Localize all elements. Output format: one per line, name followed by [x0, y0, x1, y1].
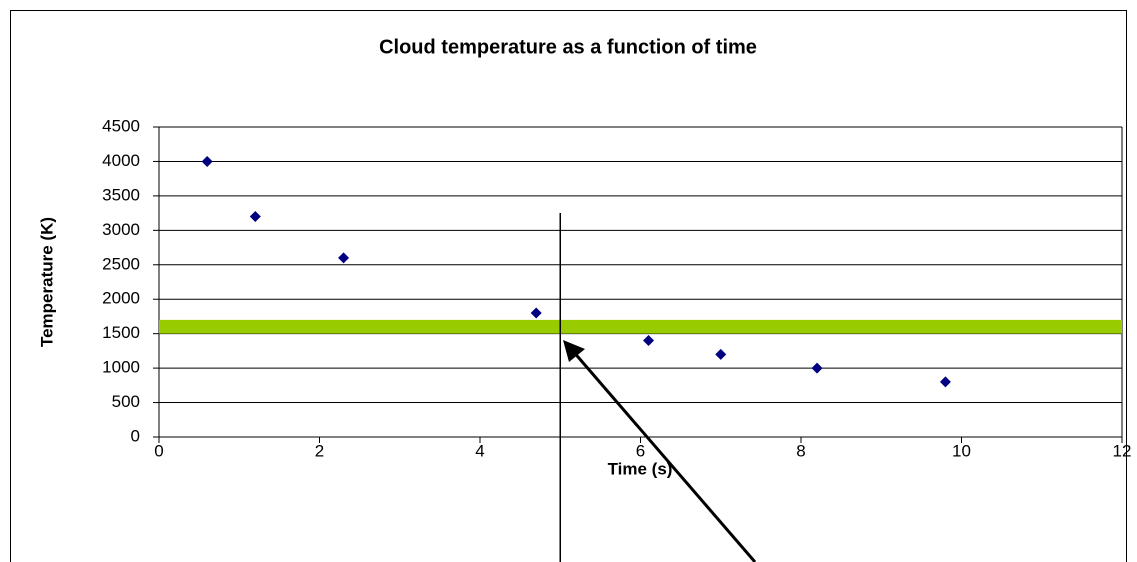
data-point — [249, 211, 261, 223]
y-tick-label: 3500 — [102, 185, 140, 204]
data-point — [338, 252, 350, 264]
y-tick-label: 3000 — [102, 220, 140, 239]
data-point — [715, 348, 727, 360]
y-tick-label: 0 — [131, 426, 140, 445]
chart-frame — [10, 10, 1127, 562]
chart-title: Cloud temperature as a function of time — [379, 36, 757, 58]
data-point — [811, 362, 823, 374]
y-tick-label: 4000 — [102, 151, 140, 170]
x-tick-label: 8 — [796, 441, 805, 460]
x-tick-label: 0 — [154, 441, 163, 460]
threshold-band — [159, 319, 1122, 334]
data-point — [530, 307, 542, 319]
data-point — [939, 376, 951, 388]
x-tick-label: 12 — [1113, 441, 1132, 460]
x-axis-title: Time (s) — [608, 459, 673, 478]
y-tick-label: 2000 — [102, 289, 140, 308]
data-point — [643, 335, 655, 347]
y-tick-label: 4500 — [102, 116, 140, 135]
y-axis-title: Temperature (K) — [37, 217, 56, 347]
arrow-head — [563, 340, 585, 362]
x-tick-label: 6 — [636, 441, 645, 460]
x-tick-label: 2 — [315, 441, 324, 460]
y-tick-label: 2500 — [102, 254, 140, 273]
x-tick-label: 10 — [952, 441, 971, 460]
data-point — [201, 155, 213, 167]
x-tick-label: 4 — [475, 441, 484, 460]
y-tick-label: 1500 — [102, 323, 140, 342]
y-tick-label: 1000 — [102, 358, 140, 377]
arrow-shaft — [570, 349, 757, 562]
y-tick-label: 500 — [112, 392, 140, 411]
